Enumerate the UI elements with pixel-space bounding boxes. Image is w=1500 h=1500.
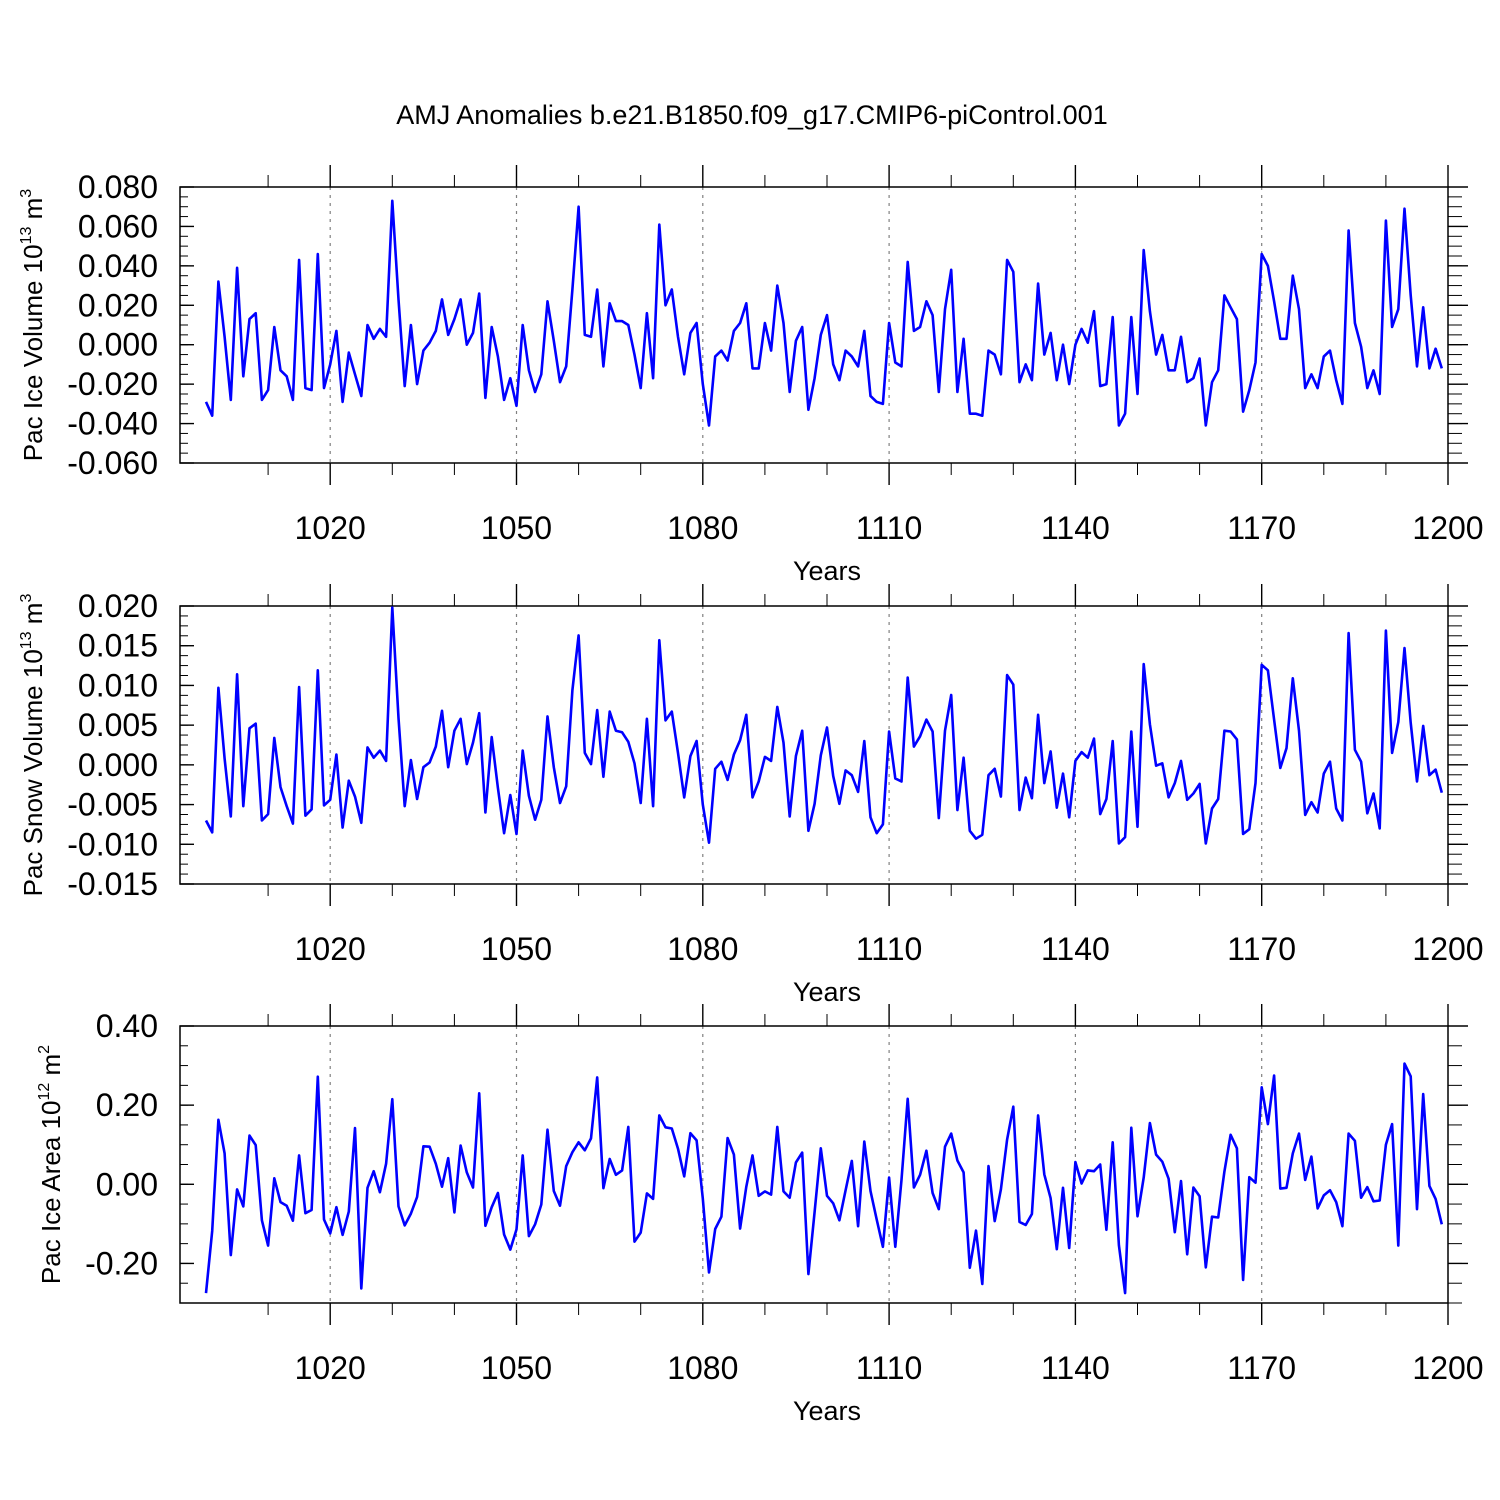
- y-axis-label: Pac Ice Volume 1013 m3: [18, 189, 48, 462]
- x-tick-label: 1140: [1041, 931, 1110, 967]
- y-tick-label: 0.005: [78, 707, 158, 743]
- y-tick-label: -0.20: [85, 1245, 158, 1281]
- x-tick-label: 1170: [1227, 510, 1296, 546]
- y-tick-label: 0.080: [78, 169, 158, 205]
- x-tick-label: 1110: [856, 510, 922, 546]
- y-tick-label: 0.00: [96, 1166, 158, 1202]
- x-tick-label: 1200: [1412, 1350, 1483, 1386]
- x-tick-label: 1020: [295, 931, 366, 967]
- x-tick-label: 1080: [667, 1350, 738, 1386]
- x-tick-label: 1080: [667, 510, 738, 546]
- y-tick-label: 0.015: [78, 628, 158, 664]
- x-tick-label: 1170: [1227, 931, 1296, 967]
- y-tick-label: 0.020: [78, 588, 158, 624]
- y-tick-label: -0.040: [67, 406, 158, 442]
- x-tick-label: 1140: [1041, 1350, 1110, 1386]
- x-tick-label: 1110: [856, 931, 922, 967]
- series-line: [204, 1062, 1444, 1295]
- x-tick-label: 1140: [1041, 510, 1110, 546]
- x-tick-label: 1170: [1227, 1350, 1296, 1386]
- y-tick-label: 0.000: [78, 327, 158, 363]
- x-tick-label: 1200: [1412, 931, 1483, 967]
- y-tick-label: 0.20: [96, 1087, 158, 1123]
- panel-ice-area: -0.20 0.00 0.20 0.40 1020 1050 1080 1110 1140 117…: [36, 1004, 1484, 1426]
- y-tick-label: -0.060: [67, 445, 158, 481]
- y-axis-label: Pac Snow Volume 1013 m3: [18, 594, 48, 897]
- series-line: [204, 199, 1444, 427]
- y-tick-label: 0.000: [78, 747, 158, 783]
- x-axis-label: Years: [793, 556, 861, 586]
- series-line: [204, 606, 1444, 845]
- y-tick-label: -0.020: [67, 366, 158, 402]
- x-tick-label: 1050: [481, 931, 552, 967]
- x-tick-label: 1080: [667, 931, 738, 967]
- figure-title: AMJ Anomalies b.e21.B1850.f09_g17.CMIP6-…: [396, 100, 1107, 130]
- y-tick-label: -0.010: [67, 826, 158, 862]
- x-tick-label: 1200: [1412, 510, 1483, 546]
- y-tick-label: 0.040: [78, 248, 158, 284]
- x-tick-label: 1050: [481, 1350, 552, 1386]
- y-tick-label: 0.40: [96, 1008, 158, 1044]
- x-axis-label: Years: [793, 977, 861, 1007]
- x-tick-label: 1050: [481, 510, 552, 546]
- y-tick-label: -0.015: [67, 866, 158, 902]
- x-tick-label: 1020: [295, 510, 366, 546]
- x-tick-label: 1110: [856, 1350, 922, 1386]
- y-tick-label: -0.005: [67, 787, 158, 823]
- x-tick-label: 1020: [295, 1350, 366, 1386]
- y-axis-label: Pac Ice Area 1012 m2: [36, 1045, 66, 1284]
- y-tick-label: 0.060: [78, 208, 158, 244]
- x-axis-label: Years: [793, 1396, 861, 1426]
- y-tick-label: 0.010: [78, 667, 158, 703]
- y-tick-label: 0.020: [78, 287, 158, 323]
